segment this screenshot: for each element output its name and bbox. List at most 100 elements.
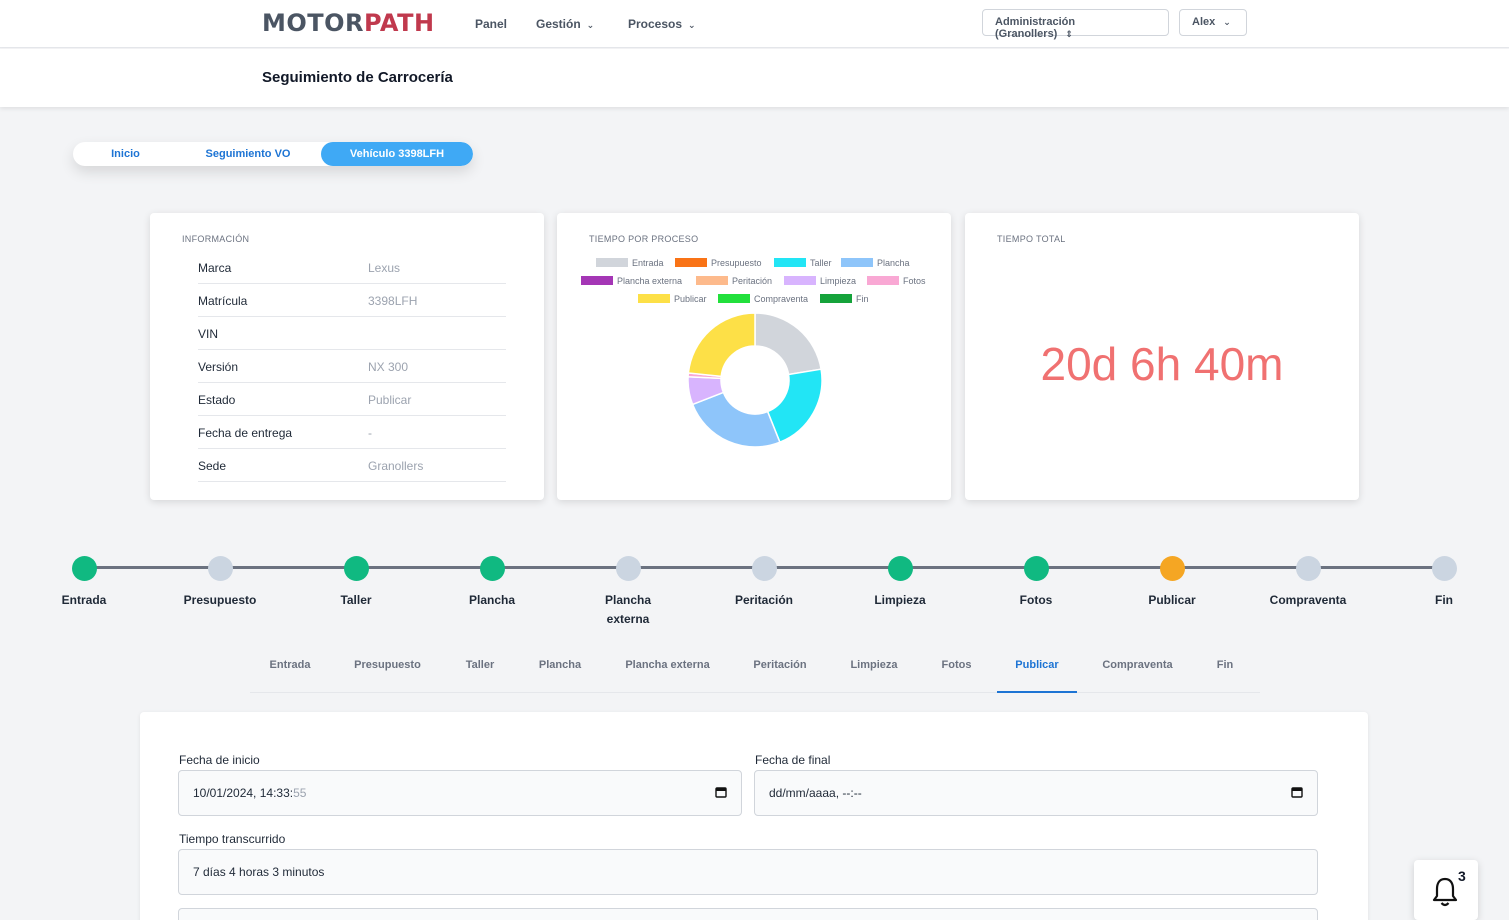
page-title: Seguimiento de Carrocería xyxy=(262,69,453,86)
nav-panel-link[interactable]: Panel xyxy=(475,17,508,31)
info-row-sede: Sede Granollers xyxy=(198,449,506,482)
tab-fin[interactable]: Fin xyxy=(1216,659,1234,671)
donut-slice-plancha[interactable] xyxy=(691,391,781,448)
stepper-step[interactable]: Publicar xyxy=(1112,556,1232,610)
breadcrumb: Inicio Seguimiento VO Vehículo 3398LFH xyxy=(73,142,473,166)
legend-item[interactable]: Compraventa xyxy=(718,294,808,304)
stepper-step[interactable]: Fotos xyxy=(976,556,1096,610)
legend-item[interactable]: Publicar xyxy=(638,294,707,304)
notifications-button[interactable]: 3 xyxy=(1414,860,1478,920)
info-row-matricula: Matrícula 3398LFH xyxy=(198,284,506,317)
step-dot[interactable] xyxy=(1295,556,1321,581)
step-label: Plancha externa xyxy=(604,593,652,626)
legend-item[interactable]: Entrada xyxy=(596,258,664,268)
stepper-step[interactable]: Plancha xyxy=(432,556,552,610)
tab-compraventa[interactable]: Compraventa xyxy=(1102,659,1173,671)
nav-procesos-menu[interactable]: Procesos ⌄ xyxy=(628,17,696,31)
process-time-chart-card: TIEMPO POR PROCESO Entrada Presupuesto Tal… xyxy=(557,213,951,500)
stepper-step[interactable]: Taller xyxy=(296,556,416,610)
step-dot[interactable] xyxy=(1431,556,1457,581)
step-dot[interactable] xyxy=(615,556,641,581)
step-dot[interactable] xyxy=(887,556,913,581)
stepper-step[interactable]: Peritación xyxy=(704,556,824,610)
step-dot[interactable] xyxy=(207,556,233,581)
legend-swatch xyxy=(784,276,816,285)
donut-slice-limpieza[interactable] xyxy=(687,375,725,406)
legend-item[interactable]: Peritación xyxy=(696,276,772,286)
step-label: Plancha xyxy=(468,593,516,607)
step-dot[interactable] xyxy=(343,556,369,581)
breadcrumb-seguimiento-vo[interactable]: Seguimiento VO xyxy=(205,148,291,160)
step-dot[interactable] xyxy=(1159,556,1185,581)
tab-fotos[interactable]: Fotos xyxy=(941,659,972,671)
step-label: Fin xyxy=(1435,593,1453,607)
donut-slice-entrada[interactable] xyxy=(754,312,822,376)
legend-item[interactable]: Plancha externa xyxy=(581,276,682,286)
elapsed-time-label: Tiempo transcurrido xyxy=(179,832,286,846)
motorpath-logo[interactable]: MOTORPATH xyxy=(262,9,435,37)
donut-slice-taller[interactable] xyxy=(766,368,823,444)
legend-label: Limpieza xyxy=(820,276,857,286)
step-dot[interactable] xyxy=(479,556,505,581)
process-form: Fecha de inicio 10/01/2024, 14:33:55 Fec… xyxy=(140,712,1368,920)
legend-label: Peritación xyxy=(732,276,773,286)
step-label: Entrada xyxy=(61,593,107,607)
step-dot[interactable] xyxy=(751,556,777,581)
end-date-input[interactable]: dd/mm/aaaa, --:-- xyxy=(754,770,1318,816)
page-header: Seguimiento de Carrocería xyxy=(0,49,1509,107)
process-tabs: Entrada Presupuesto Taller Plancha Plancha e… xyxy=(250,648,1260,693)
legend-swatch xyxy=(718,294,750,303)
legend-item[interactable]: Limpieza xyxy=(784,276,856,286)
legend-swatch xyxy=(867,276,899,285)
tab-entrada[interactable]: Entrada xyxy=(269,659,311,671)
legend-item[interactable]: Taller xyxy=(774,258,832,268)
tab-plancha-externa[interactable]: Plancha externa xyxy=(625,659,710,671)
donut-slice-publicar[interactable] xyxy=(687,312,756,378)
stepper-step[interactable]: Compraventa xyxy=(1248,556,1368,610)
step-dot[interactable] xyxy=(1023,556,1049,581)
total-time-card: TIEMPO TOTAL 20d 6h 40m xyxy=(965,213,1359,500)
start-date-input[interactable]: 10/01/2024, 14:33:55 xyxy=(178,770,742,816)
legend-item[interactable]: Presupuesto xyxy=(675,258,762,268)
legend-swatch xyxy=(841,258,873,267)
legend-swatch xyxy=(675,258,707,267)
tab-taller[interactable]: Taller xyxy=(465,659,495,671)
next-field[interactable] xyxy=(178,908,1318,920)
legend-label: Fin xyxy=(856,294,869,304)
breadcrumb-vehiculo[interactable]: Vehículo 3398LFH xyxy=(321,142,473,166)
breadcrumb-inicio[interactable]: Inicio xyxy=(111,148,140,160)
stepper-step[interactable]: Limpieza xyxy=(840,556,960,610)
tab-presupuesto[interactable]: Presupuesto xyxy=(354,659,421,671)
user-menu[interactable]: Alex ⌄ xyxy=(1179,9,1247,36)
stepper-step[interactable]: Presupuesto xyxy=(160,556,280,610)
tab-peritación[interactable]: Peritación xyxy=(753,659,807,671)
stepper-step[interactable]: Fin xyxy=(1384,556,1504,610)
site-select[interactable]: Administración (Granollers) ⇕ xyxy=(982,9,1169,40)
legend-label: Taller xyxy=(810,258,832,268)
stepper-step[interactable]: Plancha externa xyxy=(568,556,688,629)
legend-swatch xyxy=(638,294,670,303)
tab-plancha[interactable]: Plancha xyxy=(538,659,582,671)
legend-item[interactable]: Fotos xyxy=(867,276,926,286)
legend-swatch xyxy=(596,258,628,267)
nav-gestion-menu[interactable]: Gestión ⌄ xyxy=(536,17,595,31)
total-time-title: TIEMPO TOTAL xyxy=(997,234,1066,244)
tab-publicar[interactable]: Publicar xyxy=(997,648,1077,693)
chevron-down-icon: ⌄ xyxy=(1223,17,1231,27)
legend-item[interactable]: Plancha xyxy=(841,258,910,268)
tab-limpieza[interactable]: Limpieza xyxy=(850,659,898,671)
legend-swatch xyxy=(581,276,613,285)
donut-slice-fotos[interactable] xyxy=(687,372,723,380)
notification-count: 3 xyxy=(1458,868,1466,884)
step-dot[interactable] xyxy=(71,556,97,581)
donut-chart xyxy=(687,312,823,448)
legend-item[interactable]: Fin xyxy=(820,294,869,304)
calendar-icon[interactable] xyxy=(715,786,727,798)
end-date-label: Fecha de final xyxy=(755,753,831,767)
legend-label: Compraventa xyxy=(754,294,809,304)
chevron-down-icon: ⌄ xyxy=(688,20,696,30)
stepper-step[interactable]: Entrada xyxy=(24,556,144,610)
legend-label: Entrada xyxy=(632,258,664,268)
bell-icon xyxy=(1432,877,1458,907)
calendar-icon[interactable] xyxy=(1291,786,1303,798)
